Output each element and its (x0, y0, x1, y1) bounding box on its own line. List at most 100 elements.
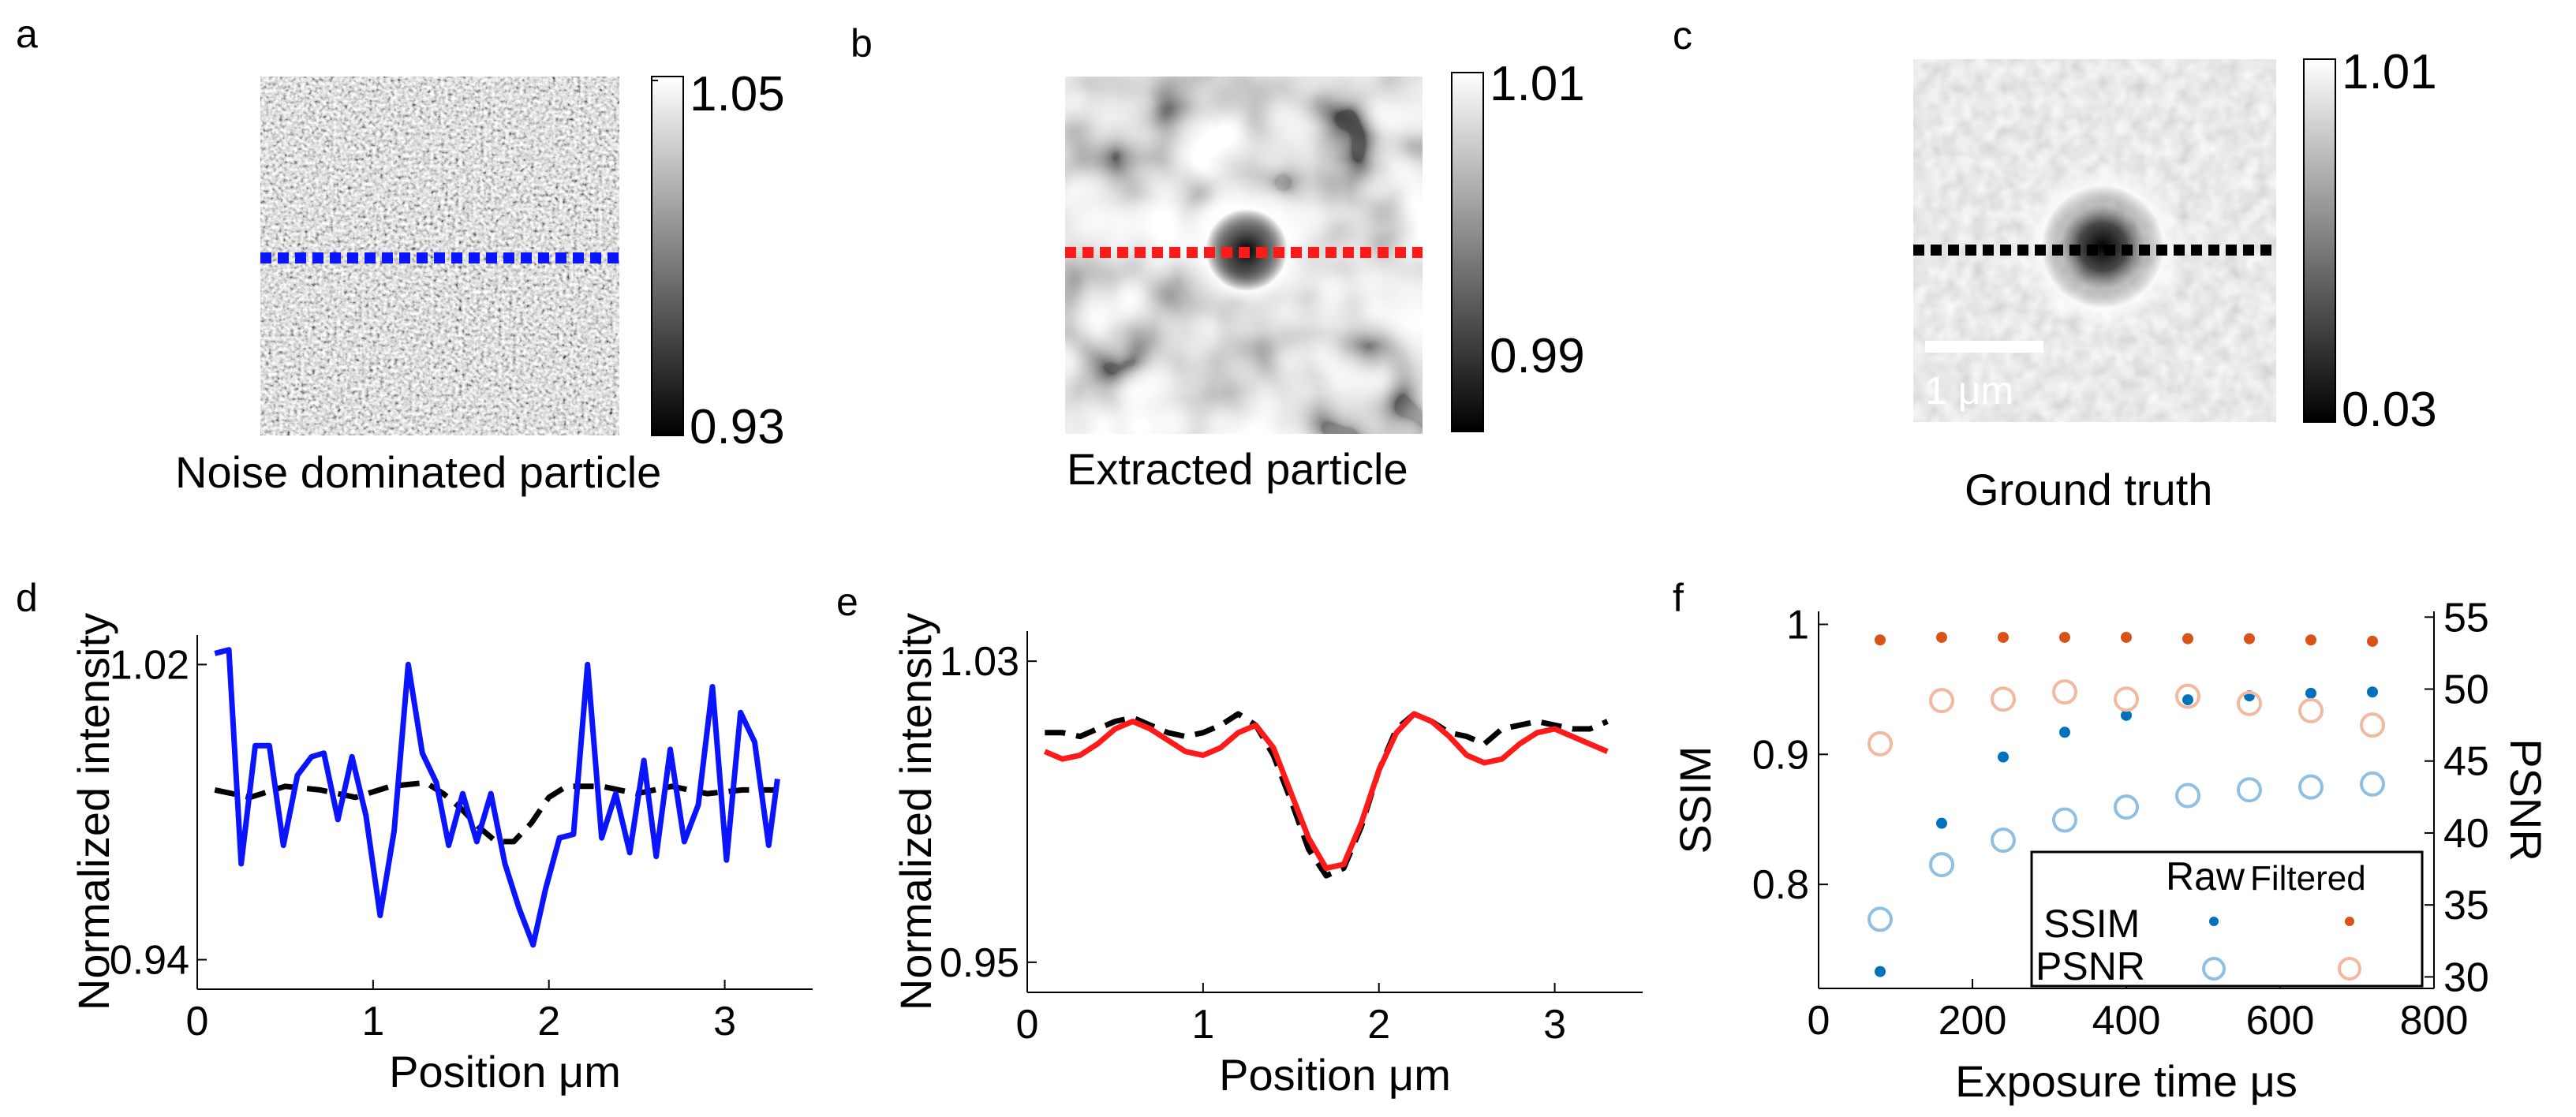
x-tick-label: 1 (1191, 1002, 1214, 1048)
y-tick-label: 1.02 (110, 642, 189, 688)
y-tick-label: 1 (1786, 602, 1809, 648)
point-ssim-raw (2121, 709, 2132, 721)
x-tick-label: 3 (1543, 1002, 1566, 1048)
point-ssim-filtered (2121, 631, 2132, 643)
point-ssim-raw (1936, 817, 1947, 829)
point-psnr-filtered (2114, 686, 2139, 712)
legend-row-psnr: PSNR (2036, 944, 2145, 988)
point-psnr-filtered (2175, 683, 2200, 709)
panel-a: a 1.05 0.93 Noise dominated particle (16, 12, 785, 497)
point-ssim-filtered (1875, 634, 1886, 646)
panel-e: e 0 1 2 3 1.03 0.95 Normalized intensity Posi… (836, 580, 1643, 1100)
x-tick-label: 0 (186, 999, 209, 1044)
e-xlabel: Position μm (1219, 1050, 1451, 1100)
point-psnr-raw (2114, 794, 2139, 820)
series-line-noisy (214, 647, 780, 948)
y2-tick-label: 50 (2443, 667, 2489, 713)
y2-tick-label: 30 (2443, 954, 2489, 1000)
colorbar-c-max: 1.01 (2342, 45, 2437, 99)
point-ssim-filtered (2244, 633, 2255, 644)
point-ssim-raw (1875, 966, 1886, 977)
y2-tick-label: 55 (2443, 595, 2489, 641)
colorbar-b-min: 0.99 (1490, 329, 1585, 383)
x-tick-label: 2 (537, 999, 560, 1044)
y-tick-label: 0.94 (110, 938, 189, 984)
f-y2label: PSNR (2501, 738, 2551, 861)
point-psnr-raw (1929, 852, 1954, 878)
svg-text:d: d (16, 576, 38, 620)
legend-col-raw: Raw (2166, 854, 2245, 898)
point-psnr-filtered (1929, 688, 1954, 714)
panel-b: b 1.01 0.99 Extracted particle (851, 21, 1585, 494)
panel-d: d 0 1 2 3 1.02 0.94 Normalized intensity Posi… (16, 576, 813, 1096)
panel-label-b: b (851, 21, 873, 65)
x-tick-label: 800 (2400, 998, 2469, 1044)
colorbar-c (2303, 58, 2336, 423)
scale-bar-label: 1 μm (1925, 368, 2013, 413)
point-psnr-raw (2052, 807, 2077, 833)
colorbar-c-min: 0.03 (2342, 383, 2437, 437)
panel-c: c 1 μm 1.01 0.03 Ground truth (1673, 13, 2437, 514)
point-ssim-filtered (1998, 631, 2009, 643)
colorbar-a-max: 1.05 (690, 67, 785, 121)
point-ssim-filtered (2059, 631, 2070, 643)
series-line-extracted (1043, 711, 1609, 872)
colorbar-a-min: 0.93 (690, 400, 785, 454)
point-psnr-raw (2298, 774, 2324, 800)
f-xlabel: Exposure time μs (1955, 1056, 2297, 1106)
y2-tick-label: 45 (2443, 739, 2489, 785)
point-ssim-raw (2367, 686, 2378, 698)
y-tick-label: 0.95 (940, 940, 1019, 986)
legend-marker-ssim-raw (2209, 917, 2219, 926)
x-tick-label: 600 (2246, 998, 2315, 1044)
scale-bar (1925, 341, 2043, 353)
point-ssim-filtered (1936, 631, 1947, 643)
legend-marker-psnr-raw (2202, 957, 2226, 981)
point-psnr-raw (2237, 777, 2262, 803)
ground-truth-spot (2017, 162, 2188, 332)
e-ylabel: Normalized intensity (891, 613, 940, 1011)
svg-text:f: f (1673, 576, 1684, 620)
x-tick-label: 0 (1016, 1002, 1039, 1048)
point-psnr-filtered (2052, 679, 2077, 705)
point-ssim-filtered (2305, 634, 2316, 646)
y-tick-label: 0.8 (1752, 862, 1809, 908)
point-ssim-raw (2059, 727, 2070, 738)
point-psnr-filtered (2360, 712, 2385, 738)
y2-tick-label: 40 (2443, 811, 2489, 857)
svg-text:e: e (836, 580, 858, 624)
legend-col-filtered: Filtered (2250, 859, 2366, 898)
colorbar-b (1451, 72, 1484, 432)
point-ssim-filtered (2182, 633, 2193, 644)
point-psnr-raw (2175, 783, 2200, 809)
point-psnr-filtered (1991, 686, 2016, 712)
point-ssim-raw (2182, 694, 2193, 706)
caption-c: Ground truth (1965, 465, 2212, 514)
d-ylabel: Normalized intensity (69, 613, 118, 1011)
point-ssim-raw (1998, 751, 2009, 763)
x-tick-label: 400 (2092, 998, 2161, 1044)
panel-label-c: c (1673, 13, 1692, 58)
point-psnr-raw (1868, 906, 1893, 932)
x-tick-label: 0 (1808, 998, 1830, 1044)
point-psnr-raw (1991, 827, 2016, 854)
x-tick-label: 3 (713, 999, 736, 1044)
point-psnr-filtered (2237, 690, 2262, 716)
x-tick-label: 1 (361, 999, 384, 1044)
point-psnr-raw (2360, 771, 2385, 797)
legend-marker-ssim-filtered (2345, 917, 2354, 926)
series-line-ground-truth (1045, 711, 1609, 879)
caption-b: Extracted particle (1067, 444, 1408, 494)
y-tick-label: 0.9 (1752, 732, 1809, 778)
panel-label-a: a (16, 12, 38, 56)
legend-marker-psnr-filtered (2338, 957, 2361, 981)
point-ssim-raw (2305, 687, 2316, 699)
legend-row-ssim: SSIM (2043, 902, 2140, 946)
y2-tick-label: 35 (2443, 883, 2489, 928)
point-ssim-filtered (2367, 635, 2378, 647)
x-tick-label: 200 (1939, 998, 2007, 1044)
point-psnr-filtered (1868, 730, 1893, 756)
colorbar-b-max: 1.01 (1490, 57, 1585, 111)
